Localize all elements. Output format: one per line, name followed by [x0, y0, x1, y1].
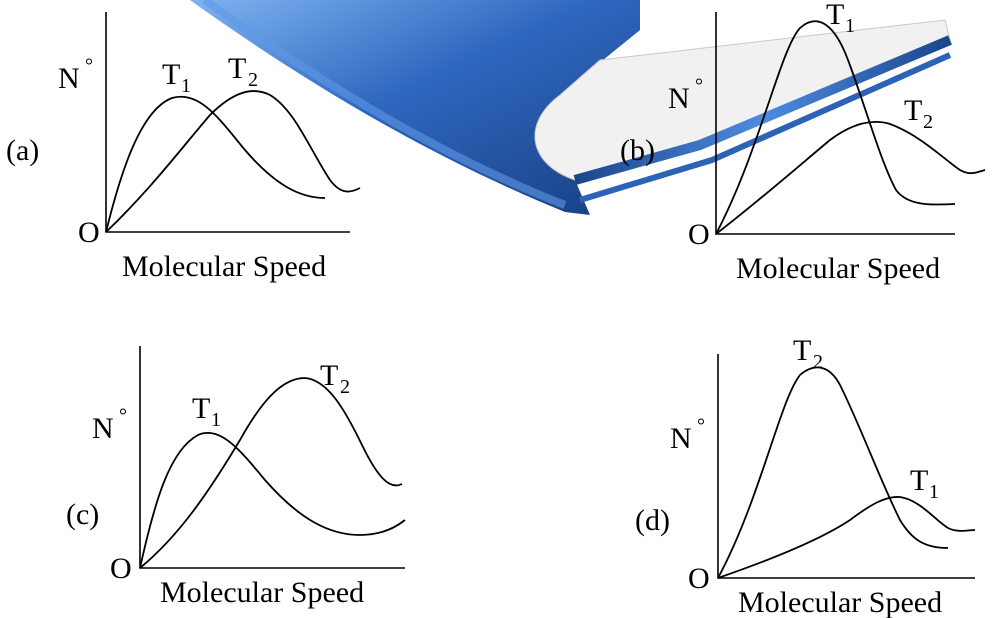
- panel-b: (b) N ° O T 1 T 2 Molecular Speed: [620, 0, 986, 285]
- y-axis-label: N: [58, 62, 80, 95]
- panel-label: (c): [66, 498, 99, 531]
- x-axis-label: Molecular Speed: [738, 586, 942, 618]
- curve-label-t2-sub: 2: [923, 111, 933, 133]
- panel-label: (b): [620, 134, 655, 167]
- curve-label-t2-sub: 2: [248, 69, 258, 91]
- y-axis-mark: °: [85, 55, 93, 77]
- curve-t1: [105, 95, 326, 233]
- x-axis-label: Molecular Speed: [736, 252, 940, 285]
- curve-label-t1-sub: 1: [845, 15, 855, 37]
- panel-d: (d) N ° O T 2 T 1 Molecular Speed: [635, 334, 976, 618]
- panel-label: (a): [6, 134, 39, 167]
- origin-label: O: [688, 218, 710, 251]
- curve-label-t2: T: [320, 359, 338, 392]
- x-axis-label: Molecular Speed: [160, 576, 364, 609]
- curve-label-t2: T: [904, 94, 922, 127]
- curve-label-t1-sub: 1: [181, 75, 191, 97]
- curve-t1: [717, 496, 976, 579]
- curve-label-t1: T: [192, 392, 210, 425]
- y-axis-mark: °: [119, 405, 127, 427]
- origin-label: O: [110, 552, 132, 585]
- panel-c: (c) N ° O T 1 T 2 Molecular Speed: [66, 346, 406, 609]
- curve-t2: [717, 366, 949, 579]
- origin-label: O: [78, 216, 100, 249]
- book-logo-icon: [190, 0, 952, 215]
- curve-t2: [105, 90, 361, 233]
- curve-t2: [139, 377, 403, 569]
- y-axis-mark: °: [695, 75, 703, 97]
- curve-label-t1-sub: 1: [929, 481, 939, 503]
- panel-label: (d): [635, 504, 670, 537]
- curve-label-t2-sub: 2: [813, 351, 823, 373]
- origin-label: O: [688, 562, 710, 595]
- curve-label-t2: T: [228, 52, 246, 85]
- curve-label-t1: T: [162, 58, 180, 91]
- curve-t2: [715, 120, 986, 235]
- curve-label-t2-sub: 2: [340, 376, 350, 398]
- curve-t1: [139, 432, 406, 569]
- panel-a: (a) N ° O T 1 T 2 Molecular Speed: [6, 12, 361, 283]
- y-axis-mark: °: [697, 415, 705, 437]
- curve-label-t1: T: [826, 0, 844, 31]
- y-axis-label: N: [670, 422, 692, 455]
- x-axis-label: Molecular Speed: [122, 250, 326, 283]
- axes: [717, 354, 975, 579]
- y-axis-label: N: [92, 412, 114, 445]
- curve-label-t1: T: [910, 464, 928, 497]
- curve-label-t1-sub: 1: [211, 409, 221, 431]
- curve-label-t2: T: [793, 334, 811, 367]
- y-axis-label: N: [668, 82, 690, 115]
- curve-t1: [715, 20, 956, 235]
